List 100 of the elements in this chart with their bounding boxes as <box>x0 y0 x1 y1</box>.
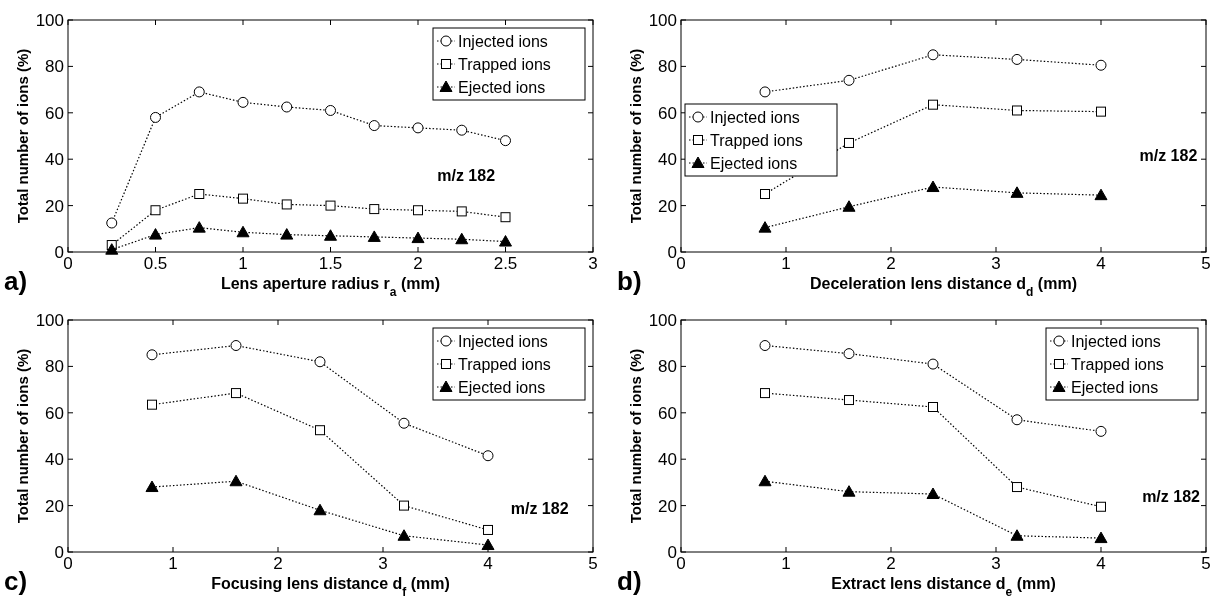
point <box>413 205 423 216</box>
y-tick-label: 60 <box>45 103 64 123</box>
y-tick-label: 80 <box>45 57 64 77</box>
point <box>483 524 493 535</box>
legend-label: Trapped ions <box>458 356 551 373</box>
point <box>281 101 293 113</box>
legend-label: Injected ions <box>1071 333 1161 350</box>
x-tick-label: 1.5 <box>318 254 343 273</box>
x-tick-label: 1 <box>781 254 791 273</box>
point <box>146 349 158 361</box>
point <box>842 485 856 497</box>
point <box>314 356 326 368</box>
point <box>1096 501 1106 512</box>
legend-label: Ejected ions <box>1071 379 1159 396</box>
point <box>236 225 250 238</box>
x-axis-title: Focusing lens distance d$_{f}$ (mm) <box>211 575 450 599</box>
x-axis-title: Deceleration lens distance d$_{d}$ (mm) <box>810 275 1077 299</box>
legend-label: Injected ions <box>458 33 548 50</box>
point <box>193 86 205 98</box>
x-tick-label: 3 <box>588 254 598 273</box>
y-tick-label: 100 <box>648 311 677 330</box>
x-tick-label: 2 <box>413 254 423 273</box>
y-tick-label: 60 <box>45 403 64 423</box>
y-tick-label: 60 <box>658 403 677 423</box>
y-tick-label: 40 <box>45 150 64 170</box>
point <box>367 230 381 242</box>
point <box>481 538 495 551</box>
point <box>324 229 337 241</box>
point <box>145 480 159 493</box>
point <box>926 487 940 499</box>
point <box>325 104 336 116</box>
point <box>315 425 325 436</box>
point <box>758 474 772 487</box>
point <box>399 500 409 511</box>
annotation: m/z 182 <box>437 167 496 185</box>
point <box>1011 414 1023 426</box>
x-tick-label: 1 <box>238 254 248 273</box>
point <box>237 96 249 108</box>
point <box>231 388 241 399</box>
point <box>1095 425 1107 437</box>
point <box>927 49 939 61</box>
point <box>229 474 243 487</box>
point <box>842 200 856 212</box>
point <box>1012 482 1022 493</box>
point <box>927 358 939 370</box>
text: c) <box>4 566 28 596</box>
point <box>928 402 938 412</box>
point <box>500 212 511 223</box>
y-tick-label: 20 <box>658 496 677 516</box>
x-tick-label: 5 <box>1201 254 1211 273</box>
y-tick-label: 80 <box>658 357 677 377</box>
x-tick-label: 5 <box>1201 554 1211 573</box>
point <box>397 529 411 541</box>
point <box>1095 59 1107 71</box>
point <box>482 450 494 462</box>
point <box>499 235 512 247</box>
x-tick-label: 4 <box>483 554 493 573</box>
point <box>455 232 469 245</box>
point <box>313 503 327 516</box>
legend-label: Trapped ions <box>1071 356 1164 373</box>
point <box>398 417 410 429</box>
point <box>760 388 770 399</box>
legend-label: Ejected ions <box>710 155 798 172</box>
point <box>230 340 242 352</box>
annotation: m/z 182 <box>510 499 569 517</box>
y-axis-title: Total number of ions (%) <box>14 48 31 224</box>
x-tick-label: 3 <box>991 254 1001 273</box>
legend-label: Ejected ions <box>458 379 546 396</box>
legend-label: Trapped ions <box>710 132 803 149</box>
point <box>500 135 511 147</box>
legend-label: Trapped ions <box>458 56 551 73</box>
point <box>843 348 855 360</box>
point <box>1010 186 1024 198</box>
y-axis-title: Total number of ions (%) <box>627 48 644 224</box>
point <box>150 111 161 123</box>
y-tick-label: 60 <box>658 103 677 123</box>
point <box>928 99 938 110</box>
point <box>280 228 294 240</box>
annotation: m/z 182 <box>1142 488 1201 506</box>
point <box>1010 529 1024 541</box>
point <box>759 340 771 352</box>
point <box>281 199 292 210</box>
point <box>194 189 205 199</box>
point <box>1011 53 1023 65</box>
point <box>843 74 855 86</box>
point <box>456 206 467 217</box>
text: a) <box>4 266 28 296</box>
point <box>106 217 118 229</box>
y-tick-label: 80 <box>45 357 64 377</box>
y-tick-label: 20 <box>658 196 677 216</box>
point <box>1094 531 1108 544</box>
point <box>238 193 248 204</box>
point <box>325 200 336 211</box>
point <box>192 221 206 233</box>
y-tick-label: 100 <box>35 311 64 330</box>
y-tick-label: 40 <box>658 450 677 470</box>
x-axis-title: Lens aperture radius r$_{a}$ (mm) <box>220 275 441 299</box>
point <box>369 204 380 215</box>
point <box>759 86 771 98</box>
point <box>150 205 161 216</box>
